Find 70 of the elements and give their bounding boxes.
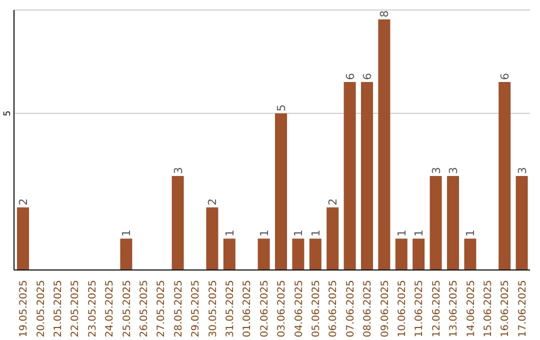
x-tick-label: 27.05.2025 <box>156 280 168 338</box>
x-tick-label: 16.06.2025 <box>500 280 512 338</box>
bar <box>395 238 408 270</box>
x-tick-label: 13.06.2025 <box>448 280 460 338</box>
bar <box>516 176 528 270</box>
x-tick-label: 07.06.2025 <box>345 280 356 338</box>
data-label: 8 <box>378 10 392 18</box>
data-label: 3 <box>430 167 443 174</box>
x-tick-label: 31.05.2025 <box>225 280 236 338</box>
x-tick-label: 09.06.2025 <box>380 280 391 338</box>
bar <box>412 238 425 270</box>
x-tick-label: 21.05.2025 <box>53 280 64 338</box>
bar <box>120 238 132 270</box>
x-tick-label: 12.06.2025 <box>431 280 442 338</box>
x-tick-label: 23.05.2025 <box>87 280 98 338</box>
x-tick-label: 02.06.2025 <box>259 280 270 338</box>
bar <box>378 19 390 270</box>
x-tick-label: 11.06.2025 <box>414 280 426 338</box>
x-tick-label: 19.05.2025 <box>18 280 30 338</box>
data-label: 1 <box>309 230 322 237</box>
data-label: 1 <box>258 230 271 237</box>
data-label: 6 <box>344 73 357 80</box>
bar <box>326 207 339 270</box>
x-tick-label: 22.05.2025 <box>70 280 82 338</box>
bar <box>361 82 373 270</box>
x-tick-label: 06.06.2025 <box>328 280 340 338</box>
data-label: 1 <box>292 230 306 237</box>
x-tick-label: 17.06.2025 <box>517 280 528 338</box>
data-label: 1 <box>223 230 236 237</box>
bar <box>275 113 287 270</box>
x-tick-label: 14.06.2025 <box>466 280 477 338</box>
data-label: 2 <box>326 198 340 206</box>
x-tick-label: 04.06.2025 <box>294 280 305 338</box>
x-tick-label: 05.06.2025 <box>311 280 322 338</box>
x-tick-label: 26.05.2025 <box>139 280 150 338</box>
data-label: 1 <box>120 230 134 237</box>
bar <box>430 176 442 270</box>
bar <box>498 82 511 270</box>
data-label: 5 <box>275 104 288 112</box>
bar <box>344 82 356 270</box>
data-label: 3 <box>447 167 460 174</box>
data-label: 1 <box>464 230 478 237</box>
data-label: 1 <box>395 230 408 237</box>
bar <box>309 238 322 270</box>
data-label: 3 <box>172 167 185 174</box>
x-tick-label: 20.05.2025 <box>36 280 47 338</box>
bar <box>206 207 218 270</box>
x-tick-label: 15.06.2025 <box>483 280 494 338</box>
data-label: 1 <box>412 230 426 237</box>
bar <box>464 238 476 270</box>
x-tick-label: 29.05.2025 <box>190 280 202 338</box>
bar <box>292 238 304 270</box>
data-label: 6 <box>498 73 512 80</box>
bar <box>258 238 270 270</box>
x-tick-label: 01.06.2025 <box>242 280 254 338</box>
x-tick-label: 03.06.2025 <box>276 280 288 338</box>
data-label: 2 <box>206 198 220 206</box>
x-tick-label: 30.05.2025 <box>208 280 219 338</box>
data-label: 6 <box>361 73 374 80</box>
data-label: 3 <box>516 167 529 174</box>
bar <box>447 176 459 270</box>
bar <box>223 238 236 270</box>
bar <box>17 207 29 270</box>
x-tick-label: 08.06.2025 <box>362 280 374 338</box>
x-tick-label: 24.05.2025 <box>104 280 116 338</box>
x-tick-label: 10.06.2025 <box>397 280 408 338</box>
x-tick-label: 25.05.2025 <box>122 280 133 338</box>
x-tick-label: 28.05.2025 <box>173 280 184 338</box>
bar <box>172 176 184 270</box>
data-label: 2 <box>17 198 30 206</box>
